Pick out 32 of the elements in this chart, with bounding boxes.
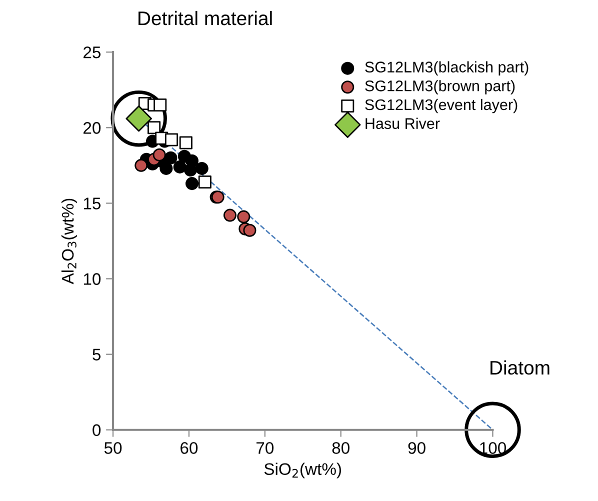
point bbox=[134, 158, 148, 172]
legend-label: SG12LM3(event layer) bbox=[365, 98, 518, 114]
y-tick-label: 10 bbox=[84, 273, 101, 285]
annotation: Diatom bbox=[490, 360, 550, 375]
x-tick-label: 60 bbox=[180, 442, 198, 454]
y-tick-label: 15 bbox=[84, 198, 101, 210]
text: Detrital material bbox=[138, 10, 272, 26]
point bbox=[152, 148, 166, 162]
point bbox=[198, 176, 212, 189]
point bbox=[186, 154, 199, 168]
point bbox=[186, 177, 199, 190]
y-tick-label: 5 bbox=[92, 348, 101, 361]
x-axis-title: SiO$_{2}$(wt%) bbox=[264, 462, 342, 478]
point bbox=[195, 162, 208, 175]
point bbox=[154, 98, 167, 112]
legend-label: SG12LM3(blackish part) bbox=[365, 61, 528, 76]
y-tick-label: 0 bbox=[92, 424, 101, 436]
point bbox=[164, 151, 178, 164]
x-tick-label: 70 bbox=[256, 442, 274, 454]
x-tick-label: 80 bbox=[332, 442, 350, 454]
point bbox=[237, 210, 250, 224]
legend-label: SG12LM3(brown part) bbox=[365, 80, 515, 94]
x-tick-label: 90 bbox=[408, 442, 426, 454]
y-tick-label: 25 bbox=[84, 46, 101, 58]
x-tick-label: 50 bbox=[104, 442, 122, 454]
legend-label: Hasu River bbox=[366, 118, 440, 129]
point bbox=[148, 121, 161, 134]
point bbox=[223, 208, 236, 222]
y-axis-title: Al$_{2}$O$_{3}$(wt%) bbox=[61, 198, 77, 284]
point bbox=[243, 224, 256, 237]
y-tick-label: 20 bbox=[84, 122, 101, 134]
point bbox=[179, 136, 192, 150]
